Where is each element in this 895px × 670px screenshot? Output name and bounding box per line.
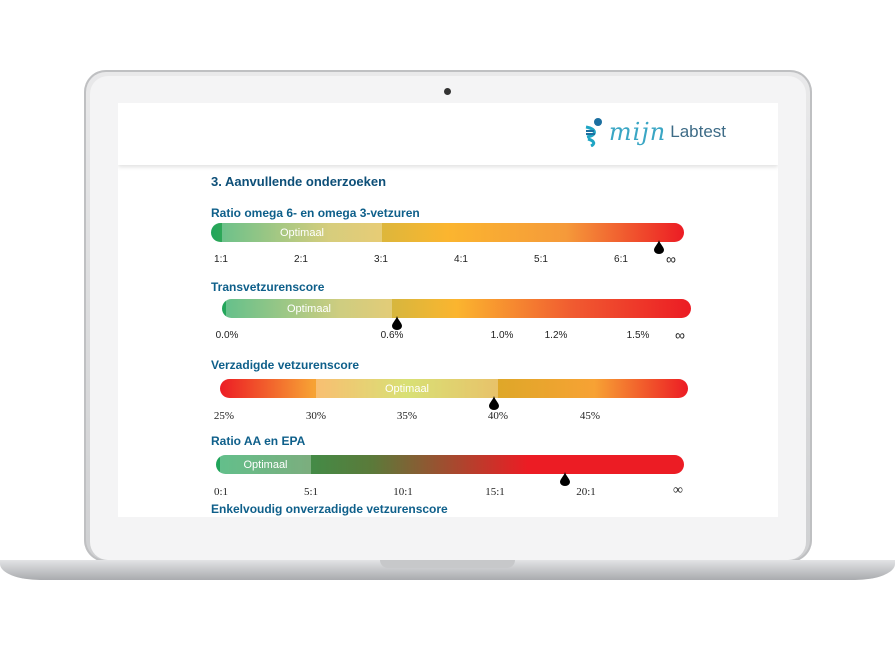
- tick-label: 0.0%: [215, 330, 239, 341]
- optimal-range: Optimaal: [222, 223, 382, 242]
- tick-label: ∞: [673, 483, 683, 498]
- tick-label: 45%: [579, 410, 601, 422]
- mijn-labtest-logo: mijn Labtest: [583, 117, 726, 147]
- optimal-range: Optimaal: [316, 379, 498, 398]
- tick-label: 10:1: [393, 486, 413, 498]
- bar-title: Verzadigde vetzurenscore: [211, 358, 360, 372]
- logo-text: Labtest: [670, 122, 726, 141]
- tick-label: 1.0%: [490, 330, 514, 341]
- tick-label: 2:1: [294, 254, 308, 265]
- result-marker-icon: [654, 240, 664, 254]
- tick-label: 15:1: [485, 486, 505, 498]
- laptop-notch: [380, 560, 515, 568]
- result-marker-icon: [489, 396, 499, 410]
- logo-script: mijn: [608, 118, 667, 146]
- result-marker-icon: [560, 472, 570, 486]
- laptop-screen: mijn Labtest 3. Aanvullende onderzoeken …: [118, 103, 778, 517]
- tick-label: 40%: [487, 410, 509, 422]
- range-bar: Optimaal: [216, 455, 684, 474]
- tick-label: 25%: [213, 410, 235, 422]
- tick-label: ∞: [666, 251, 676, 267]
- laptop-base: [0, 560, 895, 580]
- tick-label: 6:1: [614, 254, 628, 265]
- tick-label: 0:1: [213, 486, 229, 498]
- tick-label: 5:1: [303, 486, 319, 498]
- section-title: 3. Aanvullende onderzoeken: [211, 174, 387, 189]
- tick-label: 4:1: [454, 254, 468, 265]
- header: mijn Labtest: [118, 103, 778, 165]
- bar-title: Ratio omega 6- en omega 3-vetzuren: [211, 206, 420, 220]
- tick-label: 3:1: [374, 254, 388, 265]
- tick-label: 0.6%: [380, 330, 404, 341]
- tick-label: 5:1: [534, 254, 548, 265]
- bar-title: Ratio AA en EPA: [211, 434, 306, 448]
- tick-label: 1:1: [214, 254, 228, 265]
- optimal-range: Optimaal: [220, 455, 311, 474]
- tick-label: 1.5%: [626, 330, 650, 341]
- dna-figure-icon: [585, 118, 602, 147]
- result-marker-icon: [392, 316, 402, 330]
- bar-title: Transvetzurenscore: [211, 280, 325, 294]
- tick-label: ∞: [675, 327, 685, 343]
- next-bar-title: Enkelvoudig onverzadigde vetzurenscore: [211, 502, 448, 516]
- tick-label: 30%: [305, 410, 327, 422]
- tick-label: 1.2%: [544, 330, 568, 341]
- tick-label: 20:1: [576, 486, 596, 498]
- camera: [444, 88, 451, 95]
- tick-label: 35%: [396, 410, 418, 422]
- range-bar: Optimaal: [211, 223, 684, 242]
- optimal-range: Optimaal: [226, 299, 392, 318]
- range-bar: Optimaal: [222, 299, 691, 318]
- range-bar: Optimaal: [220, 379, 688, 398]
